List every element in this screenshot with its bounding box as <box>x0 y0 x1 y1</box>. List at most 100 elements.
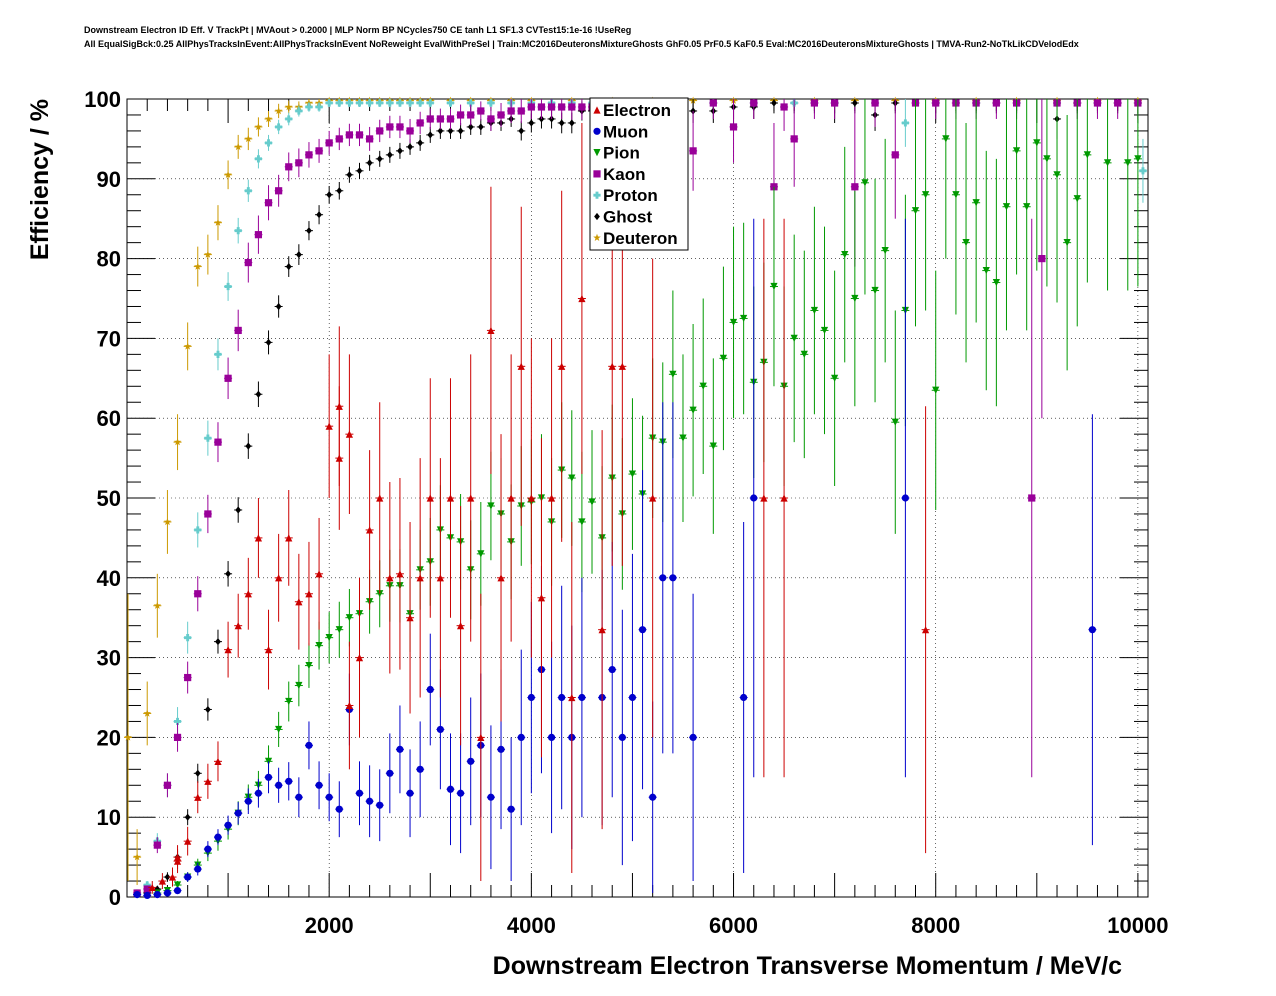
data-point <box>467 99 475 107</box>
data-point <box>184 837 192 845</box>
data-point <box>234 326 242 335</box>
data-point <box>376 127 384 135</box>
data-point <box>871 286 879 295</box>
x-tick-label: 6000 <box>709 913 758 938</box>
data-point <box>244 797 252 805</box>
data-point <box>173 881 182 889</box>
data-point <box>275 725 283 734</box>
data-point <box>568 119 575 127</box>
data-point <box>255 390 262 398</box>
data-point <box>851 99 858 107</box>
y-tick-label: 90 <box>97 167 121 192</box>
data-point <box>518 127 525 135</box>
data-point <box>356 167 363 175</box>
legend-label-deuteron: Deuteron <box>603 229 678 248</box>
data-point <box>820 326 829 335</box>
data-point <box>224 374 232 382</box>
data-point <box>386 99 394 107</box>
data-point <box>436 725 444 734</box>
data-point <box>729 123 738 131</box>
data-point <box>467 757 475 765</box>
data-point <box>608 362 616 370</box>
data-point <box>770 282 778 291</box>
data-point <box>366 135 374 143</box>
data-point <box>305 151 313 159</box>
data-point <box>437 127 444 135</box>
data-point <box>163 889 172 897</box>
y-tick-label: 10 <box>97 805 121 830</box>
data-point <box>558 693 566 702</box>
data-point <box>861 179 869 187</box>
legend-marker-muon <box>593 127 601 135</box>
data-point <box>992 99 1000 107</box>
data-point <box>729 318 738 327</box>
data-point <box>316 211 322 219</box>
data-point <box>1053 171 1061 179</box>
data-point <box>527 693 535 702</box>
data-point <box>517 362 525 370</box>
data-point <box>234 622 242 630</box>
data-point <box>194 590 202 598</box>
data-point <box>214 438 222 446</box>
data-point <box>305 661 313 670</box>
data-point <box>295 681 303 690</box>
data-point <box>638 626 647 634</box>
data-point <box>214 350 222 358</box>
chart-title-line1: Downstream Electron ID Eff. V TrackPt | … <box>84 25 632 35</box>
data-point <box>547 494 556 502</box>
data-point <box>335 805 343 813</box>
data-point <box>517 107 525 115</box>
data-point <box>325 422 333 430</box>
data-point <box>315 147 323 155</box>
data-point <box>315 570 323 578</box>
data-point <box>346 171 353 179</box>
data-point <box>184 634 192 642</box>
data-point <box>335 454 343 462</box>
data-point <box>982 266 990 275</box>
data-point <box>1088 626 1097 634</box>
data-point <box>922 626 930 634</box>
data-point <box>214 218 222 226</box>
data-point <box>891 151 899 159</box>
data-point <box>962 239 970 247</box>
data-point <box>547 733 556 742</box>
data-point <box>264 199 273 207</box>
data-point <box>416 574 424 582</box>
data-point <box>689 406 697 414</box>
data-point <box>153 601 162 609</box>
data-point <box>285 115 293 123</box>
data-point <box>568 103 576 111</box>
data-point <box>355 789 364 797</box>
data-point <box>547 103 556 111</box>
data-point <box>740 693 748 702</box>
data-point <box>285 262 292 271</box>
data-point <box>497 574 505 582</box>
data-point <box>1012 147 1021 155</box>
data-point <box>386 151 393 159</box>
data-point <box>1134 155 1142 163</box>
data-point <box>922 191 930 199</box>
data-point <box>598 626 606 634</box>
data-point <box>477 550 485 558</box>
data-point <box>386 123 394 131</box>
data-point <box>578 103 586 111</box>
data-point <box>871 99 879 107</box>
data-point <box>689 733 697 742</box>
data-point <box>396 99 404 107</box>
data-point <box>325 634 333 642</box>
data-point <box>376 494 384 502</box>
data-point <box>366 797 374 805</box>
data-point <box>649 494 657 502</box>
data-point <box>558 119 565 127</box>
data-point <box>568 474 576 482</box>
data-point <box>1028 494 1036 502</box>
data-point <box>264 115 273 123</box>
data-point <box>143 881 151 889</box>
data-point <box>1043 155 1051 163</box>
data-point <box>487 326 495 335</box>
data-point <box>133 853 141 861</box>
data-point <box>477 123 484 131</box>
data-point <box>163 781 172 789</box>
data-point <box>901 494 909 502</box>
